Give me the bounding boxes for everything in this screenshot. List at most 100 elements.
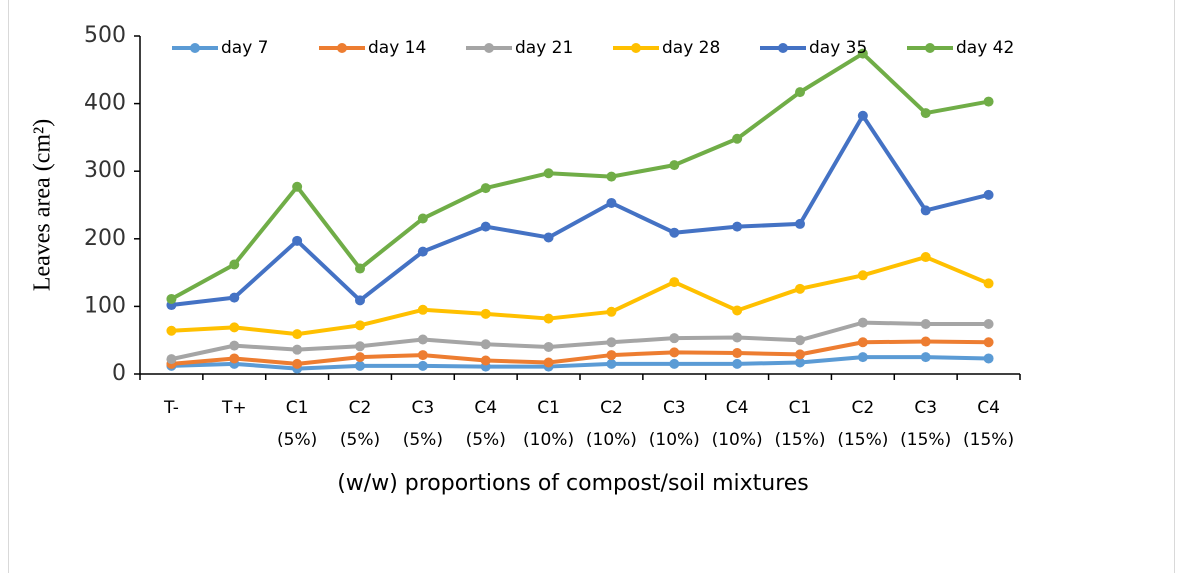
x-tick-label: C1 (15%) xyxy=(774,398,825,450)
legend-marker xyxy=(925,43,935,53)
legend-marker xyxy=(484,43,494,53)
x-tick-label: C3 (10%) xyxy=(649,398,700,450)
legend-marker xyxy=(631,43,641,53)
legend-label: day 14 xyxy=(368,38,426,58)
y-tick-label: 500 xyxy=(84,23,126,48)
series-marker xyxy=(417,350,428,361)
series-marker xyxy=(543,168,554,179)
series-marker xyxy=(732,358,743,369)
x-tick-label: C2 (15%) xyxy=(837,398,888,450)
series-marker xyxy=(229,259,240,270)
series-marker xyxy=(606,171,617,182)
series-line xyxy=(171,339,989,366)
series-marker xyxy=(669,333,680,344)
series-marker xyxy=(920,352,931,363)
series-marker xyxy=(669,277,680,288)
x-tick-label: T+ xyxy=(221,398,247,418)
series-marker xyxy=(606,197,617,208)
x-tick-label: C1 (10%) xyxy=(523,398,574,450)
series-marker xyxy=(355,263,365,274)
x-tick-label: C4 (15%) xyxy=(963,398,1014,450)
series-marker xyxy=(543,232,554,243)
series-marker xyxy=(355,295,365,306)
series-marker xyxy=(857,48,868,59)
series-marker xyxy=(920,336,931,347)
series-marker xyxy=(355,320,365,331)
series-marker xyxy=(606,306,617,317)
series-marker xyxy=(229,292,240,303)
legend-marker xyxy=(337,43,347,53)
series-marker xyxy=(732,221,743,232)
series-marker xyxy=(795,218,805,229)
series-marker xyxy=(229,353,240,364)
series-marker xyxy=(732,133,743,144)
series-marker xyxy=(795,357,805,368)
series-marker xyxy=(983,353,994,364)
series-marker xyxy=(983,278,994,289)
series-marker xyxy=(292,329,303,340)
series-marker xyxy=(857,110,868,121)
x-tick-label: C3 (15%) xyxy=(900,398,951,450)
series-marker xyxy=(480,355,491,366)
series-marker xyxy=(417,304,428,315)
series-marker xyxy=(166,293,177,304)
series-marker xyxy=(732,332,743,343)
series-marker xyxy=(606,358,617,369)
x-tick-label: C1 (5%) xyxy=(277,398,317,450)
series-marker xyxy=(606,350,617,361)
legend-label: day 42 xyxy=(956,38,1014,58)
series-line xyxy=(171,255,990,337)
series-line xyxy=(171,320,989,362)
series-marker xyxy=(480,221,491,232)
series-marker xyxy=(795,349,805,360)
legend-label: day 28 xyxy=(662,38,720,58)
series-marker xyxy=(480,308,491,319)
legend-label: day 21 xyxy=(515,38,573,58)
series-marker xyxy=(795,335,805,346)
x-tick-label: C2 (5%) xyxy=(340,398,380,450)
series-marker xyxy=(920,108,931,119)
legend-label: day 7 xyxy=(221,38,269,58)
y-axis-title: Leaves area (cm²) xyxy=(30,119,56,291)
series-marker xyxy=(795,283,805,294)
series-marker xyxy=(166,325,177,336)
series-marker xyxy=(417,360,428,371)
series-marker xyxy=(732,348,743,359)
series-marker xyxy=(229,340,240,351)
series-marker xyxy=(292,181,303,192)
series-marker xyxy=(669,160,680,171)
series-marker xyxy=(857,352,868,363)
series-marker xyxy=(355,341,365,352)
series-marker xyxy=(857,337,868,348)
series-marker xyxy=(983,96,994,107)
series-marker xyxy=(543,313,554,324)
y-tick-label: 0 xyxy=(112,361,126,386)
legend-marker xyxy=(190,43,200,53)
series-marker xyxy=(857,317,868,328)
series-marker xyxy=(983,189,994,200)
x-axis-title: (w/w) proportions of compost/soil mixtur… xyxy=(337,471,809,496)
y-tick-label: 300 xyxy=(84,158,126,183)
series-marker xyxy=(983,337,994,348)
series-marker xyxy=(983,318,994,329)
series-line xyxy=(171,355,989,371)
series-marker xyxy=(292,344,303,355)
x-tick-label: C4 (5%) xyxy=(466,398,506,450)
series-marker xyxy=(669,358,680,369)
series-marker xyxy=(669,347,680,358)
series-marker xyxy=(920,318,931,329)
series-marker xyxy=(543,341,554,352)
series-marker xyxy=(795,87,805,98)
x-tick-label: C3 (5%) xyxy=(403,398,443,450)
series-marker xyxy=(417,334,428,345)
x-tick-label: C2 (10%) xyxy=(586,398,637,450)
series-marker xyxy=(292,358,303,369)
series-marker xyxy=(166,354,177,365)
y-tick-label: 200 xyxy=(84,226,126,251)
chart-frame xyxy=(8,0,1175,573)
series-marker xyxy=(417,213,428,224)
series-marker xyxy=(857,270,868,281)
x-tick-label: T- xyxy=(163,398,179,418)
